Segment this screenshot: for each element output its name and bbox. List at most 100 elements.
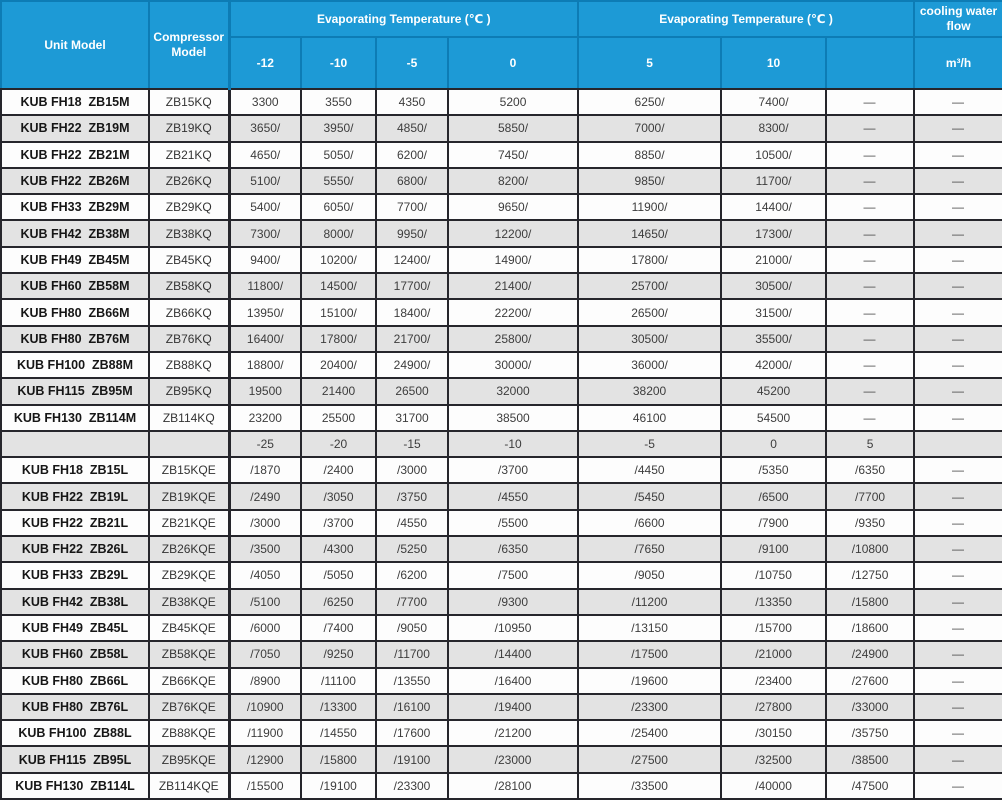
cooling-flow-cell: — xyxy=(913,245,1002,275)
capacity-cell: /19400 xyxy=(446,692,580,722)
capacity-cell: 45200 xyxy=(720,377,828,406)
capacity-cell: 16400/ xyxy=(227,324,302,353)
data-row: KUB FH22 ZB26L ZB26KQE/3500/4300/5250/635… xyxy=(0,535,1002,564)
capacity-cell: /6250 xyxy=(300,587,377,616)
capacity-cell: 7400/ xyxy=(720,87,828,117)
capacity-cell: 11700/ xyxy=(720,166,828,196)
compressor-model-cell: ZB45KQ xyxy=(148,245,230,275)
capacity-cell: 24900/ xyxy=(375,350,449,380)
compressor-model-cell: ZB29KQE xyxy=(148,561,230,590)
capacity-cell: /3500 xyxy=(227,535,302,564)
capacity-cell: 7000/ xyxy=(577,114,723,143)
header-group-row: Unit Model Compressor Model Evaporating … xyxy=(0,0,1002,90)
capacity-cell: 23200 xyxy=(227,403,302,432)
compressor-model-cell: ZB76KQE xyxy=(148,692,230,722)
capacity-cell: /14550 xyxy=(300,719,377,748)
capacity-cell: 9650/ xyxy=(446,193,580,222)
cooling-flow-cell: — xyxy=(913,535,1002,564)
capacity-cell: 6050/ xyxy=(300,193,377,222)
capacity-cell: /3000 xyxy=(227,508,302,538)
temp-col-header-5: 5 xyxy=(577,36,723,90)
compressor-model-cell: ZB88KQE xyxy=(148,719,230,748)
capacity-cell: /7050 xyxy=(227,640,302,669)
unit-model-cell: KUB FH42 ZB38L xyxy=(0,587,150,616)
capacity-cell: /5350 xyxy=(720,456,828,485)
capacity-cell: 19500 xyxy=(227,377,302,406)
temp-scale-row: -25 -20 -15 -10 -5 0 5 xyxy=(0,429,1002,459)
capacity-cell: /7500 xyxy=(446,561,580,590)
capacity-cell: /5050 xyxy=(300,561,377,590)
capacity-cell: -20 xyxy=(300,429,377,459)
capacity-cell: 14400/ xyxy=(720,193,828,222)
capacity-cell: /10800 xyxy=(825,535,916,564)
capacity-cell: 14500/ xyxy=(300,272,377,301)
cooling-flow-cell: — xyxy=(913,692,1002,722)
capacity-cell: 5100/ xyxy=(227,166,302,196)
capacity-cell: — xyxy=(825,114,916,143)
capacity-cell: /9250 xyxy=(300,640,377,669)
data-row: KUB FH60 ZB58M ZB58KQ 11800/14500/17700/21… xyxy=(0,272,1002,301)
unit-model-cell: KUB FH49 ZB45L xyxy=(0,613,150,643)
cooling-flow-cell: — xyxy=(913,561,1002,590)
capacity-cell: 17800/ xyxy=(577,245,723,275)
data-row: KUB FH22 ZB19M ZB19KQ 3650/3950/4850/5850/… xyxy=(0,114,1002,143)
capacity-cell: 8000/ xyxy=(300,219,377,248)
capacity-cell: /17500 xyxy=(577,640,723,669)
capacity-cell: /6500 xyxy=(720,482,828,511)
capacity-cell: 26500 xyxy=(375,377,449,406)
capacity-cell: 8200/ xyxy=(446,166,580,196)
capacity-cell: 5550/ xyxy=(300,166,377,196)
capacity-cell: 4850/ xyxy=(375,114,449,143)
cooling-flow-cell: — xyxy=(913,140,1002,169)
capacity-cell: 3550 xyxy=(300,87,377,117)
capacity-cell: /17600 xyxy=(375,719,449,748)
capacity-cell: 46100 xyxy=(577,403,723,432)
capacity-cell: 8850/ xyxy=(577,140,723,169)
capacity-cell: /32500 xyxy=(720,745,828,774)
capacity-cell: /3700 xyxy=(446,456,580,485)
data-row: KUB FH49 ZB45L ZB45KQE/6000/7400/9050/109… xyxy=(0,613,1002,643)
cooling-flow-cell: — xyxy=(913,613,1002,643)
capacity-cell: — xyxy=(825,377,916,406)
capacity-cell: /4450 xyxy=(577,456,723,485)
capacity-cell: /21000 xyxy=(720,640,828,669)
capacity-cell: — xyxy=(825,166,916,196)
capacity-cell: /13550 xyxy=(375,666,449,695)
unit-model-cell: KUB FH130 ZB114L xyxy=(0,771,150,800)
capacity-cell: /47500 xyxy=(825,771,916,800)
capacity-cell: 9400/ xyxy=(227,245,302,275)
compressor-model-cell: ZB58KQE xyxy=(148,640,230,669)
unit-model-cell: KUB FH100 ZB88M xyxy=(0,350,150,380)
capacity-cell: — xyxy=(825,272,916,301)
compressor-model-cell: ZB95KQ xyxy=(148,377,230,406)
capacity-cell: 7300/ xyxy=(227,219,302,248)
capacity-cell: /15500 xyxy=(227,771,302,800)
compressor-model-cell: ZB66KQE xyxy=(148,666,230,695)
compressor-model-cell: ZB38KQ xyxy=(148,219,230,248)
cooling-flow-cell: — xyxy=(913,482,1002,511)
capacity-cell: 17800/ xyxy=(300,324,377,353)
compressor-model-cell: ZB21KQE xyxy=(148,508,230,538)
compressor-model-cell: ZB26KQE xyxy=(148,535,230,564)
capacity-cell: 5400/ xyxy=(227,193,302,222)
capacity-cell: /15700 xyxy=(720,613,828,643)
data-row: KUB FH115 ZB95L ZB95KQE/12900/15800/19100… xyxy=(0,745,1002,774)
capacity-cell: /28100 xyxy=(446,771,580,800)
compressor-model-cell: ZB114KQE xyxy=(148,771,230,800)
capacity-cell: 21700/ xyxy=(375,324,449,353)
cooling-flow-cell: — xyxy=(913,640,1002,669)
capacity-cell: /23000 xyxy=(446,745,580,774)
capacity-cell: /10750 xyxy=(720,561,828,590)
capacity-cell: 25700/ xyxy=(577,272,723,301)
capacity-cell: /6000 xyxy=(227,613,302,643)
capacity-cell: /9300 xyxy=(446,587,580,616)
capacity-cell: /1870 xyxy=(227,456,302,485)
capacity-cell: /9350 xyxy=(825,508,916,538)
capacity-cell: /33500 xyxy=(577,771,723,800)
capacity-cell: -25 xyxy=(227,429,302,459)
capacity-cell: /18600 xyxy=(825,613,916,643)
capacity-cell: /4050 xyxy=(227,561,302,590)
unit-model-cell: KUB FH80 ZB76M xyxy=(0,324,150,353)
